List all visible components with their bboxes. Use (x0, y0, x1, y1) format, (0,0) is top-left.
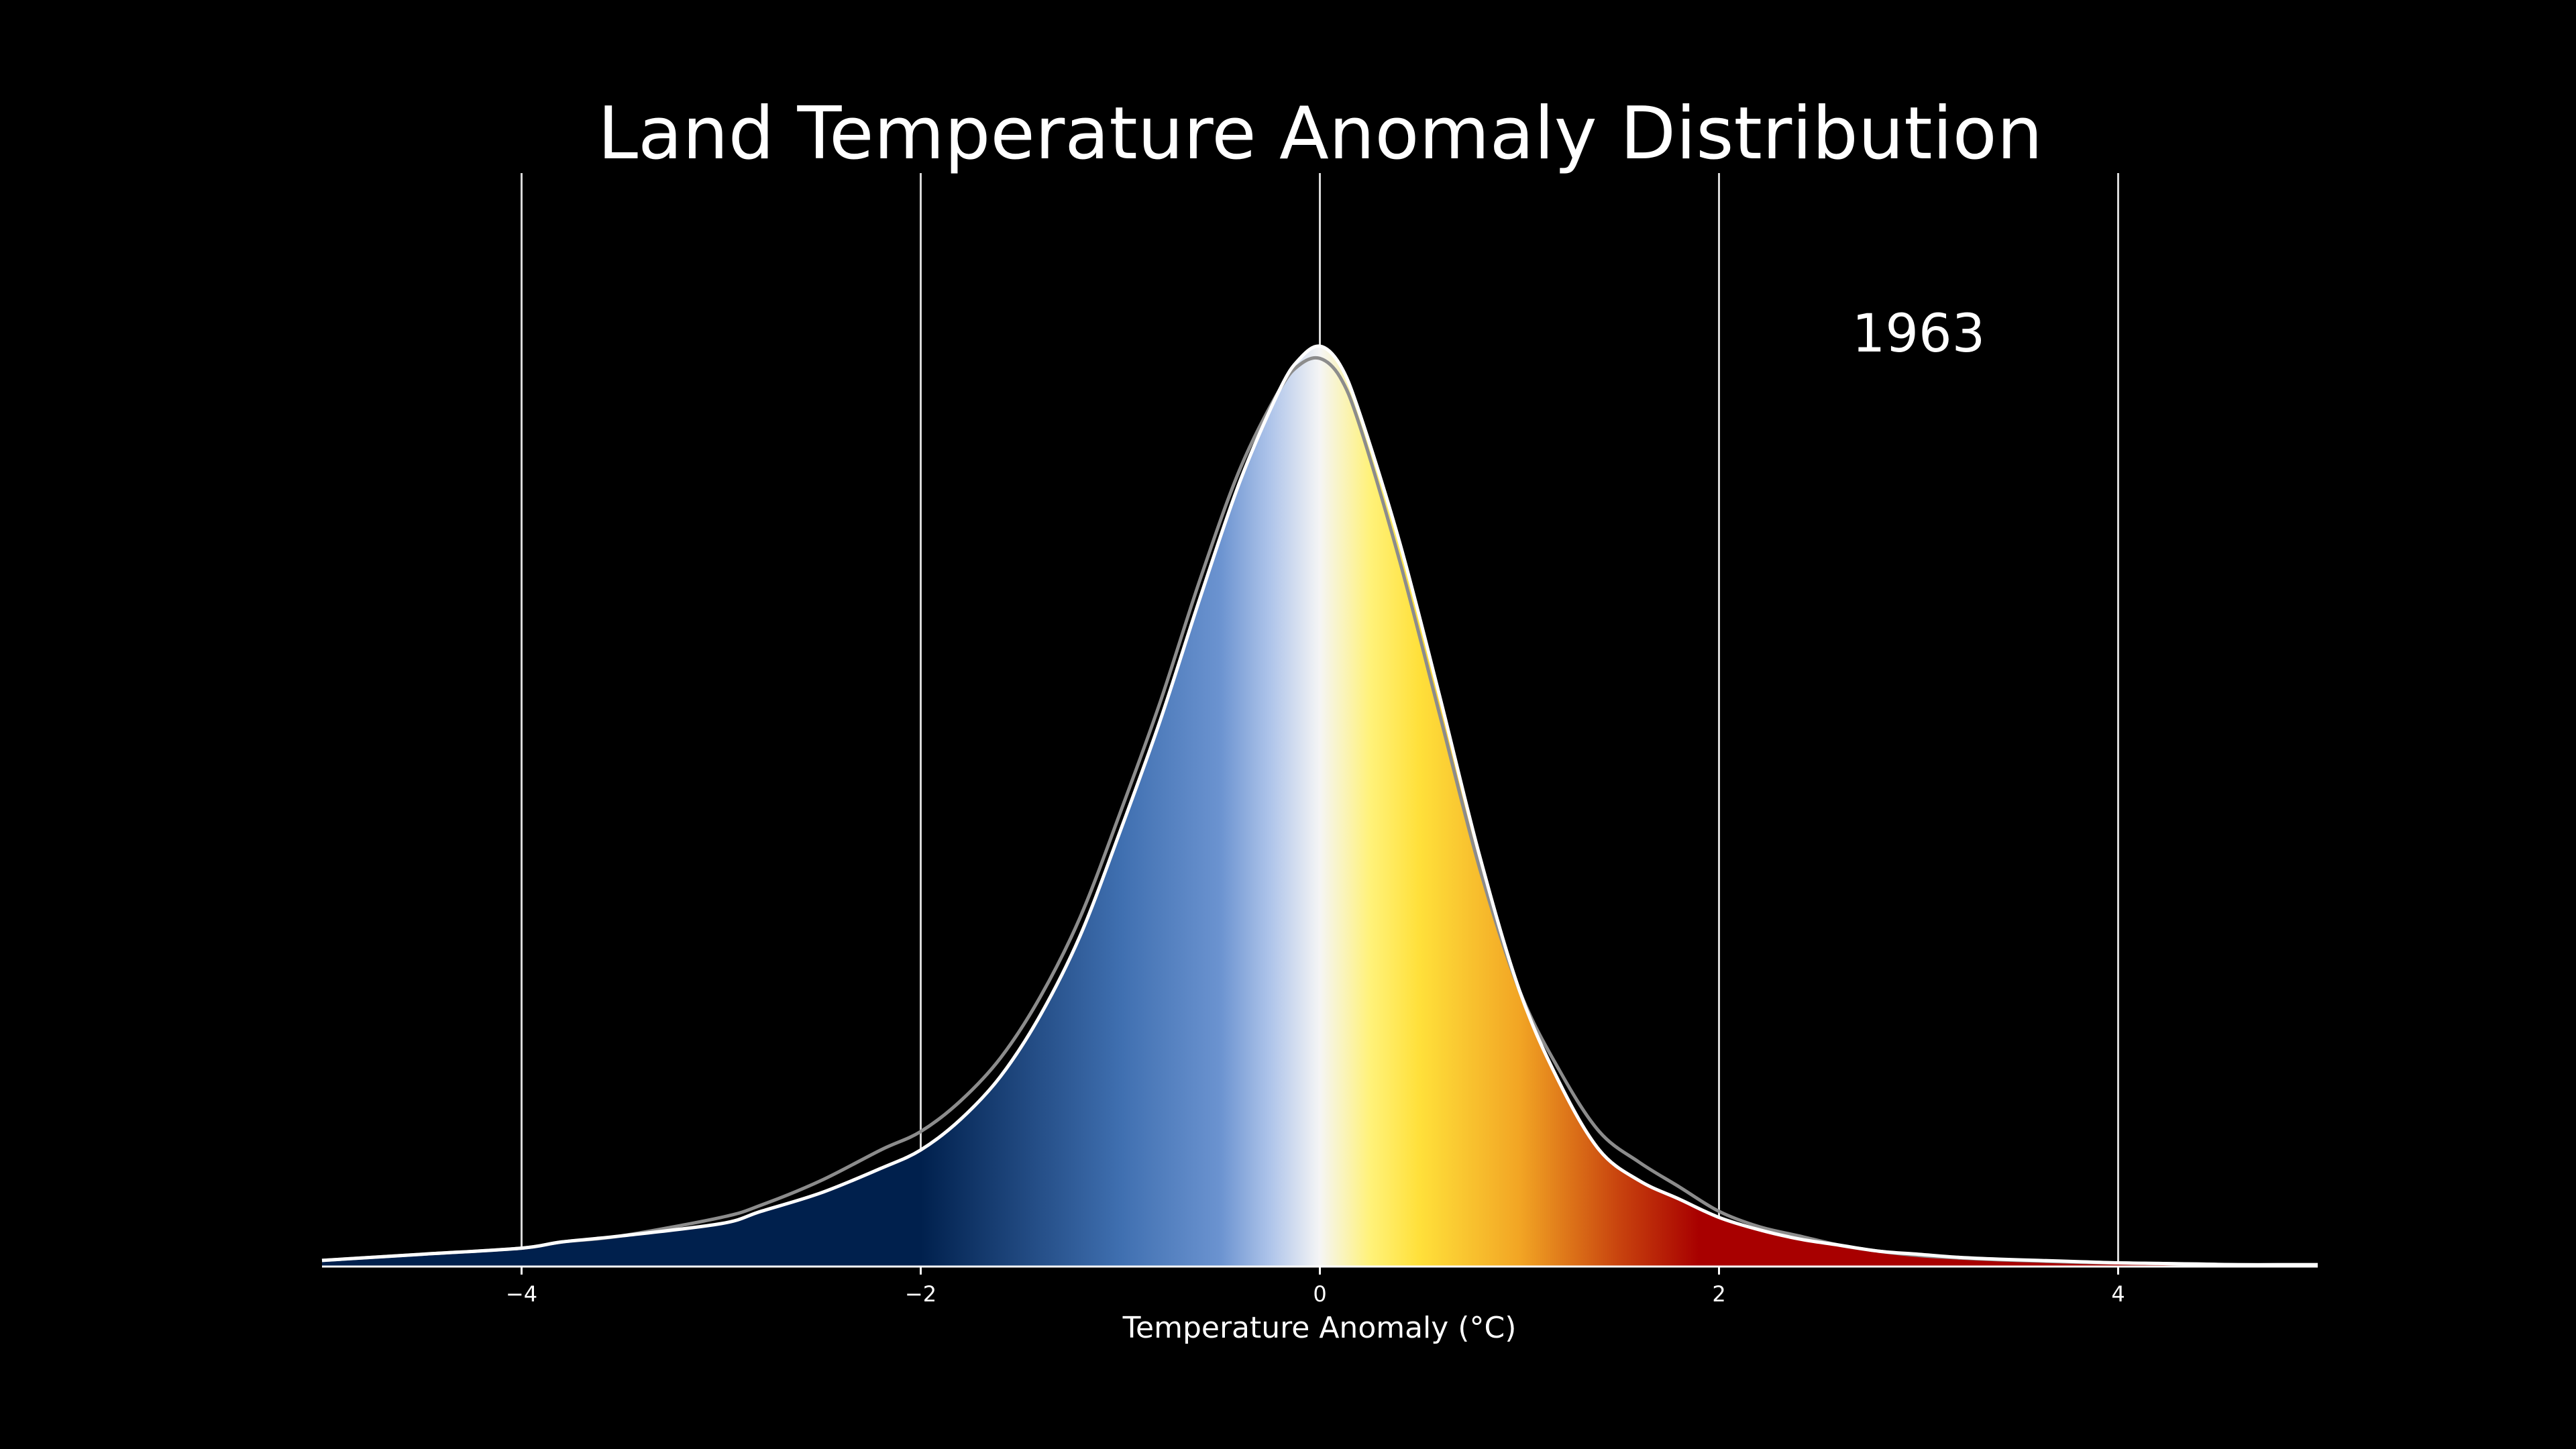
x-tick-label: −4 (506, 1281, 537, 1307)
current-year-curve (321, 344, 2318, 1267)
x-axis-label: Temperature Anomaly (°C) (1122, 1311, 1517, 1345)
x-tick-label: 2 (1712, 1281, 1725, 1307)
year-label: 1963 (1852, 304, 1986, 364)
x-tick-label: −2 (905, 1281, 936, 1307)
x-tick-label: 4 (2111, 1281, 2125, 1307)
chart-title: Land Temperature Anomaly Distribution (598, 92, 2043, 176)
distribution-area-group (321, 344, 2318, 1267)
x-tick-label: 0 (1313, 1281, 1326, 1307)
x-axis: −4 −2 0 2 4 (322, 1265, 2318, 1307)
distribution-fill (322, 345, 2318, 1267)
